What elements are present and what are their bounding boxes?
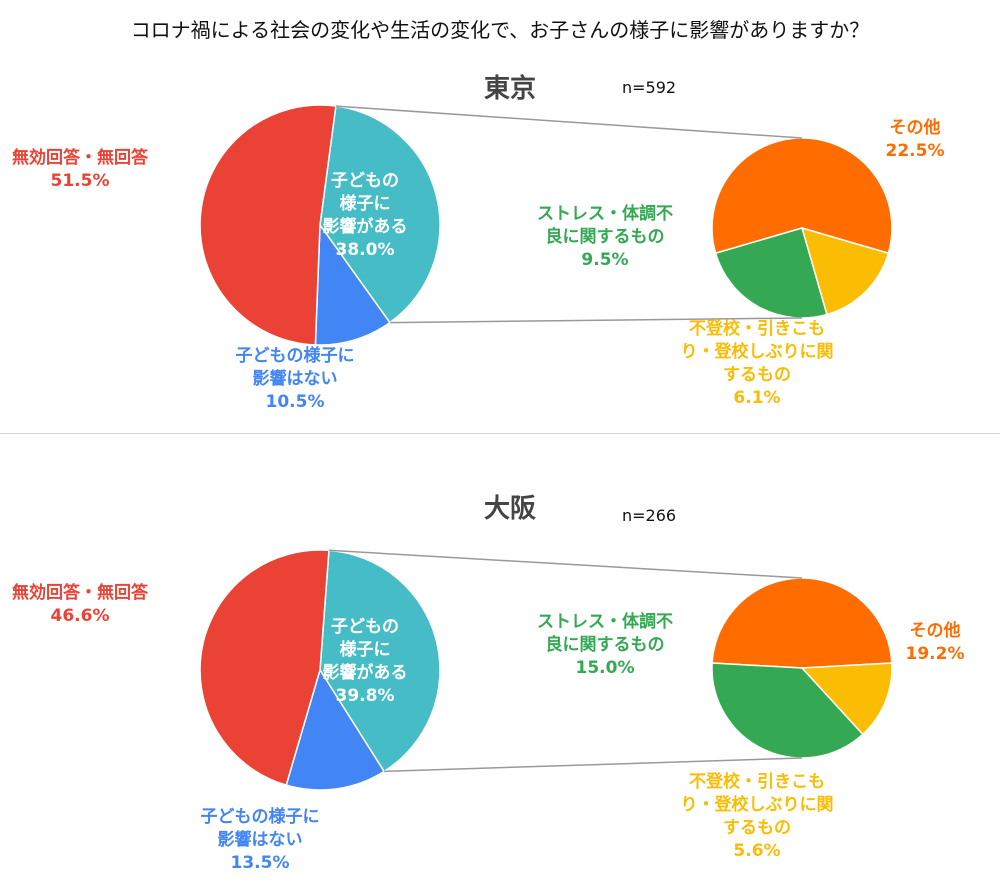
label-no_answer-line-0-0: 無効回答・無回答 [12, 148, 148, 168]
label-not_affected-1: 子どもの様子に 影響はない 13.5% [160, 806, 360, 875]
label-affected-line-0-1: 様子に [339, 194, 391, 214]
label-not_affected-line-0-1: 影響はない [252, 369, 338, 389]
label-truancy-line-0-1: り・登校しぶりに関 [680, 342, 834, 362]
connector-top-0 [335, 105, 803, 139]
breakdown-slice-stress-0 [714, 227, 828, 319]
value-label-no_answer-1: 46.6% [50, 606, 110, 626]
breakdown-slice-other-1 [711, 577, 893, 669]
label-other-0: その他 22.5% [860, 117, 970, 163]
sample-size-1: n=266 [622, 506, 677, 525]
connector-bottom-0 [389, 317, 803, 324]
main-slice-no_answer-1 [199, 549, 330, 787]
main-slice-not_affected-1 [285, 668, 386, 791]
label-truancy-0: 不登校・引きこも り・登校しぶりに関 するもの 6.1% [657, 318, 857, 410]
label-stress-line-1-1: 良に関するもの [545, 635, 665, 655]
value-label-not_affected-0: 10.5% [265, 392, 325, 412]
pie-group-1 [199, 549, 893, 791]
value-label-affected-0: 38.0% [335, 240, 395, 260]
section-divider [0, 433, 1000, 434]
label-truancy-1: 不登校・引きこも り・登校しぶりに関 するもの 5.6% [657, 771, 857, 863]
value-label-not_affected-1: 13.5% [230, 853, 290, 873]
label-stress-0: ストレス・体調不 良に関するもの 9.5% [510, 203, 700, 272]
value-label-affected-1: 39.8% [335, 686, 395, 706]
label-affected-0: 子どもの様子に影響がある 38.0% [300, 170, 430, 262]
label-no_answer-0: 無効回答・無回答 51.5% [0, 147, 190, 193]
label-no_answer-1: 無効回答・無回答 46.6% [0, 582, 190, 628]
connector-top-1 [328, 549, 803, 579]
connector-bottom-1 [384, 757, 803, 773]
value-label-truancy-1: 5.6% [733, 841, 781, 861]
main-slice-affected-0 [319, 105, 441, 324]
label-stress-line-0-1: 良に関するもの [545, 227, 665, 247]
label-affected-1: 子どもの様子に影響がある 39.8% [300, 616, 430, 708]
label-not_affected-line-1-0: 子どもの様子に [200, 807, 320, 827]
label-truancy-line-1-0: 不登校・引きこも [689, 772, 825, 792]
label-no_answer-line-1-0: 無効回答・無回答 [12, 583, 148, 603]
label-truancy-line-0-0: 不登校・引きこも [689, 319, 825, 339]
label-stress-line-1-0: ストレス・体調不 [537, 612, 673, 632]
value-label-other-1: 19.2% [905, 644, 965, 664]
breakdown-slice-truancy-0 [800, 226, 890, 316]
label-truancy-line-1-2: するもの [723, 818, 791, 838]
value-label-truancy-0: 6.1% [733, 388, 781, 408]
label-affected-line-1-0: 子どもの [331, 617, 399, 637]
breakdown-slice-truancy-1 [800, 662, 893, 736]
pie-group-0 [199, 104, 893, 346]
main-slice-not_affected-0 [314, 222, 391, 346]
label-affected-line-0-0: 子どもの [331, 171, 399, 191]
label-other-line-1-0: その他 [909, 621, 961, 641]
sample-size-0: n=592 [622, 78, 677, 97]
label-stress-1: ストレス・体調不 良に関するもの 15.0% [510, 611, 700, 680]
label-affected-line-1-2: 影響がある [322, 663, 408, 683]
label-other-1: その他 19.2% [880, 620, 990, 666]
label-truancy-line-0-2: するもの [723, 365, 791, 385]
label-not_affected-0: 子どもの様子に 影響はない 10.5% [195, 345, 395, 414]
region-title-1: 大阪 [484, 494, 537, 524]
value-label-no_answer-0: 51.5% [50, 171, 110, 191]
breakdown-slice-stress-1 [711, 662, 864, 759]
label-affected-line-0-2: 影響がある [322, 217, 408, 237]
label-truancy-line-1-1: り・登校しぶりに関 [680, 795, 834, 815]
value-label-stress-1: 15.0% [575, 658, 635, 678]
page-title: コロナ禍による社会の変化や生活の変化で、お子さんの様子に影響がありますか？ [130, 18, 870, 42]
label-affected-line-1-1: 様子に [339, 640, 391, 660]
region-title-0: 東京 [484, 74, 537, 104]
main-slice-no_answer-0 [199, 104, 337, 346]
label-stress-line-0-0: ストレス・体調不 [537, 204, 673, 224]
breakdown-slice-other-0 [711, 137, 893, 255]
value-label-stress-0: 9.5% [581, 250, 629, 270]
label-not_affected-line-0-0: 子どもの様子に [235, 346, 355, 366]
label-other-line-0-0: その他 [889, 118, 941, 138]
value-label-other-0: 22.5% [885, 141, 945, 161]
label-not_affected-line-1-1: 影響はない [217, 830, 303, 850]
